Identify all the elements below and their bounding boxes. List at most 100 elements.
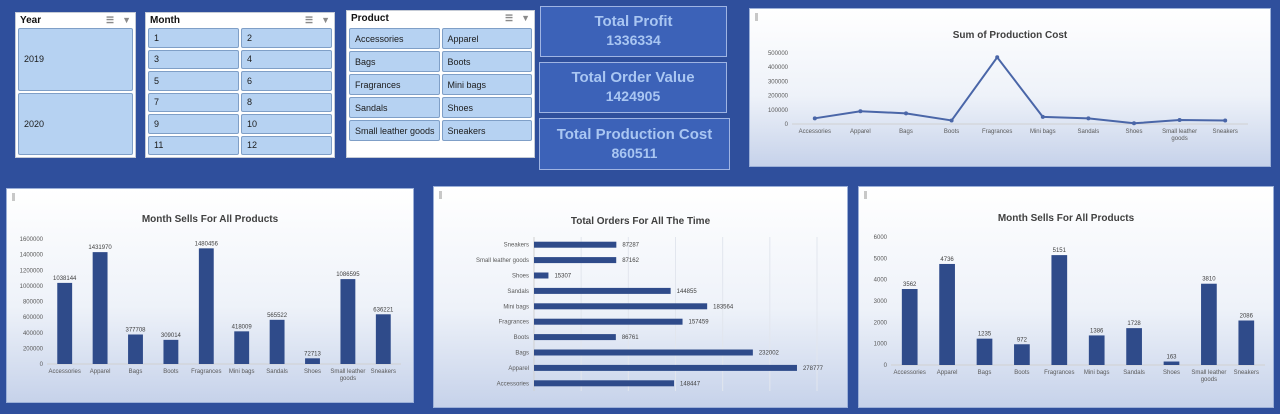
data-label: 144855 [677,289,698,295]
data-label: 5151 [1053,248,1067,254]
chart-handle[interactable] [12,193,15,201]
data-label: 3810 [1202,277,1216,283]
y-tick-label: 1600000 [20,237,44,243]
bar [901,289,918,365]
data-label: 1431970 [88,245,112,251]
data-label: 418009 [232,324,253,330]
chart-handle[interactable] [864,191,867,199]
data-label: 377708 [125,327,146,333]
month-item[interactable]: 3 [148,49,239,69]
clear-filter-icon[interactable]: ▼ [122,14,131,25]
bar [939,263,955,365]
production-cost-chart[interactable]: Sum of Production Cost 0 100000 200000 30000… [749,8,1271,167]
data-label: 86761 [622,335,639,341]
y-tick-label: 6000 [874,235,888,241]
month-sells-count-chart[interactable]: Month Sells For All Products 0 1000 2000 300… [858,186,1274,408]
data-label: 1480456 [195,241,219,247]
month-item[interactable]: 5 [148,71,239,91]
data-label: 309014 [161,333,182,339]
month-item[interactable]: 12 [241,135,332,155]
kpi-total-order-value: Total Order Value 1424905 [539,62,727,113]
month-item[interactable]: 7 [148,92,239,112]
month-item[interactable]: 10 [241,114,332,134]
year-item-2019[interactable]: 2019 [18,28,133,91]
multi-select-icon[interactable]: ☰ [106,14,115,25]
data-point [858,109,863,114]
y-tick-label: 1000 [874,342,888,348]
x-tick-label: Accessories [49,369,81,375]
x-tick-label: Apparel [850,129,871,135]
bar [534,303,708,310]
bar [534,257,617,264]
x-tick-label: Apparel [90,369,111,375]
y-tick-label: Sandals [507,289,529,295]
month-item[interactable]: 2 [241,28,332,48]
chart-title: Sum of Production Cost [953,30,1068,41]
data-label: 278777 [803,366,824,372]
clear-filter-icon[interactable]: ▼ [321,14,330,25]
y-tick-label: 800000 [23,300,44,306]
kpi-total-production-cost: Total Production Cost 860511 [539,118,730,170]
bar [534,318,683,325]
month-sells-value-chart[interactable]: Month Sells For All Products 0 200000 40000… [6,188,414,403]
clear-filter-icon[interactable]: ▼ [521,12,530,23]
chart-handle[interactable] [439,191,442,199]
x-tick-label: Bags [899,129,913,135]
x-tick-label: Shoes [304,369,321,375]
multi-select-icon[interactable]: ☰ [505,12,514,23]
x-tick-label: Mini bags [1084,370,1110,376]
bar [1238,320,1255,365]
bar [1163,361,1180,365]
multi-select-icon[interactable]: ☰ [305,14,314,25]
kpi-title: Total Production Cost [556,125,713,143]
month-item[interactable]: 6 [241,71,332,91]
y-tick-label: 4000 [874,278,888,284]
x-tick-label: Bags [129,369,143,375]
bar [128,334,143,364]
kpi-value: 860511 [611,144,658,161]
bar [269,319,285,364]
month-item[interactable]: 11 [148,135,239,155]
product-item[interactable]: Small leather goods [349,120,440,141]
x-tick-label: Sandals [1078,129,1100,135]
y-tick-label: Mini bags [503,304,529,310]
month-item[interactable]: 4 [241,49,332,69]
product-item[interactable]: Shoes [441,97,532,118]
product-item[interactable]: Fragrances [349,74,440,95]
y-tick-label: 300000 [768,79,789,85]
product-item[interactable]: Mini bags [441,74,532,95]
month-item[interactable]: 1 [148,28,239,48]
product-item[interactable]: Boots [441,51,532,72]
year-slicer-title: Year [20,14,42,26]
x-tick-label: Sneakers [1213,129,1238,135]
data-label: 1235 [978,332,992,338]
month-item[interactable]: 8 [241,92,332,112]
y-tick-label: 200000 [23,346,44,352]
month-item[interactable]: 9 [148,114,239,134]
data-label: 972 [1017,337,1028,343]
total-orders-chart[interactable]: Total Orders For All The Time Accessories… [433,186,848,408]
y-tick-label: Fragrances [499,320,529,326]
product-item[interactable]: Sneakers [441,120,532,141]
product-item[interactable]: Apparel [441,28,532,49]
year-item-2020[interactable]: 2020 [18,92,133,155]
month-slicer: Month ☰ ▼ 1 2 3 4 5 6 7 8 9 10 11 12 [145,12,335,158]
data-label: 565522 [267,313,288,319]
bar [1201,283,1217,365]
data-label: 3562 [903,282,917,288]
bar [534,364,797,371]
y-tick-label: Shoes [512,274,529,280]
y-tick-label: Bags [515,351,529,357]
product-slicer-title: Product [351,12,389,24]
product-item[interactable]: Accessories [349,28,440,49]
y-tick-label: 500000 [768,51,789,57]
x-tick-label: Fragrances [1044,370,1074,376]
y-tick-label: 1000000 [20,284,44,290]
chart-handle[interactable] [755,13,758,21]
data-point [1223,118,1228,123]
product-item[interactable]: Bags [349,51,440,72]
y-tick-label: 600000 [23,315,44,321]
data-label: 1386 [1090,328,1104,334]
y-tick-label: Small leather goods [476,258,529,264]
product-item[interactable]: Sandals [349,97,440,118]
